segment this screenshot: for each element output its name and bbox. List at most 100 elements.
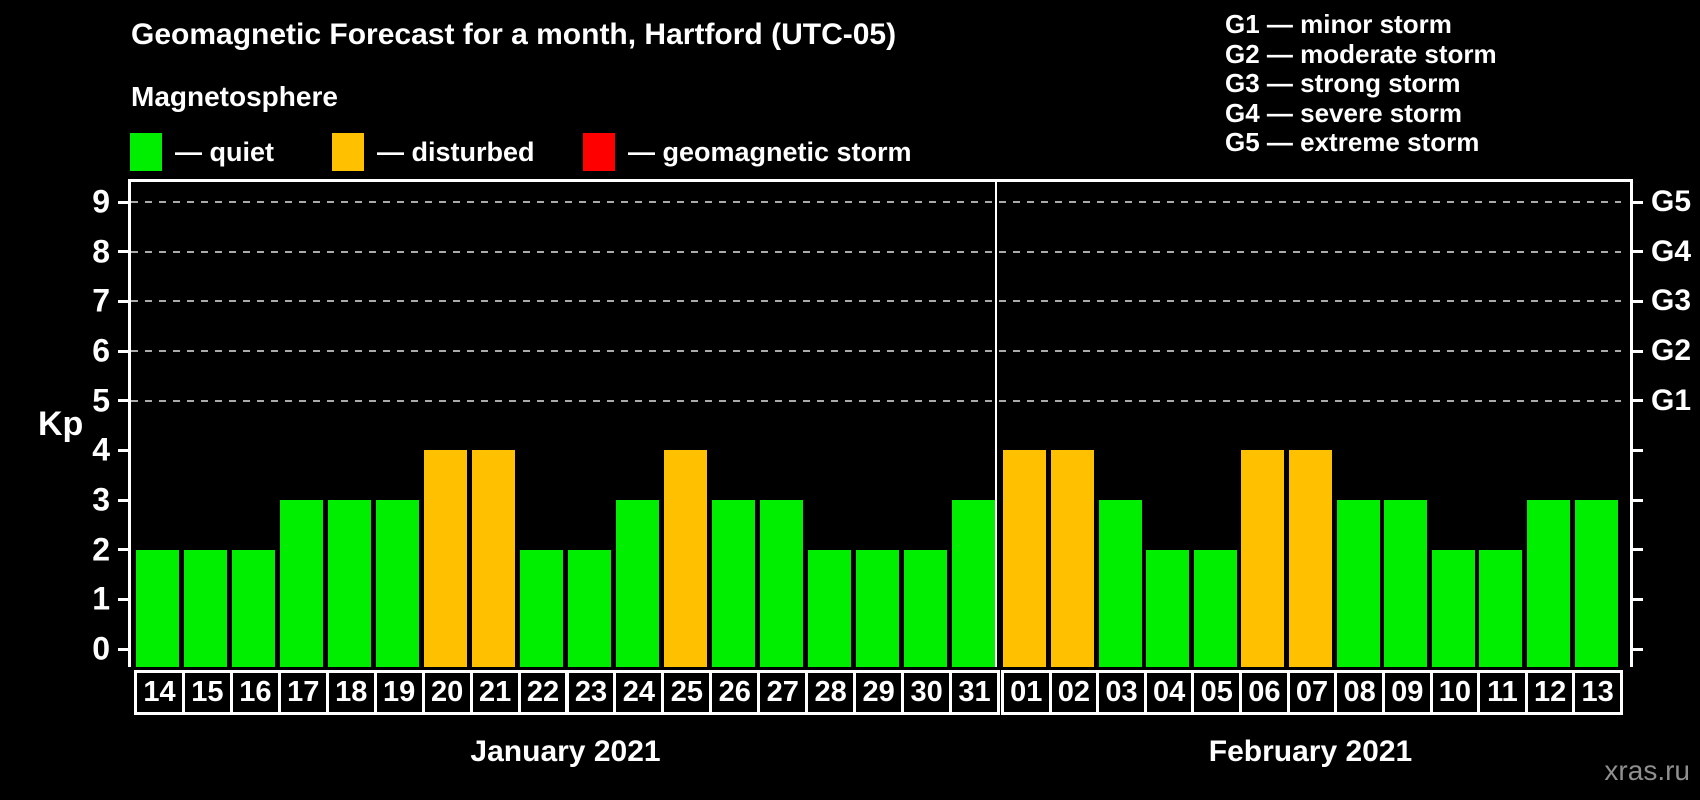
kp-tick-label: 3 <box>92 481 110 518</box>
kp-tick-label: 5 <box>92 382 110 419</box>
kp-bar <box>1289 450 1332 667</box>
month-label: January 2021 <box>470 735 661 768</box>
right-axis-tick <box>1630 597 1643 601</box>
kp-bar <box>903 549 947 667</box>
date-label-box: 11 <box>1477 670 1528 715</box>
date-label-box: 10 <box>1429 670 1481 715</box>
left-axis-tick <box>118 200 131 204</box>
g-scale-label: G3 <box>1651 284 1692 318</box>
date-label-box: 20 <box>421 670 473 715</box>
kp-gridline <box>131 350 1621 352</box>
right-axis-tick <box>1630 349 1643 353</box>
date-label-box: 14 <box>134 670 185 715</box>
kp-bar <box>807 549 851 667</box>
date-label-box: 30 <box>901 670 953 715</box>
kp-bar <box>1479 549 1523 667</box>
date-label-box: 01 <box>1001 670 1052 715</box>
month-separator <box>995 182 997 667</box>
month-label: February 2021 <box>1208 735 1413 768</box>
legend-label-quiet: — quiet <box>175 136 274 167</box>
kp-bar <box>424 450 468 667</box>
date-label-box: 29 <box>853 670 905 715</box>
kp-bar <box>1193 549 1237 667</box>
date-label-box: 09 <box>1381 670 1433 715</box>
left-axis-tick <box>118 349 131 353</box>
left-axis-tick <box>118 548 131 552</box>
kp-bar <box>1098 500 1142 667</box>
kp-bar <box>567 549 611 667</box>
date-label-box: 26 <box>709 670 761 715</box>
kp-bar <box>711 500 755 667</box>
g-scale-label: G5 <box>1651 185 1692 218</box>
left-axis-tick <box>118 498 131 502</box>
date-label-box: 23 <box>565 670 617 715</box>
kp-axis-label: Kp <box>38 405 84 443</box>
left-axis-tick <box>118 597 131 601</box>
kp-tick-label: 1 <box>92 580 110 617</box>
kp-gridline <box>131 201 1621 203</box>
kp-bar <box>376 500 420 667</box>
kp-tick-label: 8 <box>92 233 110 270</box>
legend-item-disturbed: — disturbed <box>332 132 535 172</box>
kp-tick-label: 4 <box>92 431 110 468</box>
chart-title: Geomagnetic Forecast for a month, Hartfo… <box>131 18 897 51</box>
storm-scale-legend: G1 — minor storm G2 — moderate storm G3 — … <box>1225 9 1497 158</box>
legend-item-storm: — geomagnetic storm <box>583 132 912 172</box>
right-axis-tick <box>1630 299 1643 303</box>
legend-label-storm: — geomagnetic storm <box>628 136 912 167</box>
kp-gridline <box>131 399 1621 402</box>
kp-bar <box>184 549 228 667</box>
kp-bar <box>1431 549 1475 667</box>
magnetosphere-label: Magnetosphere <box>131 81 338 112</box>
kp-bar <box>136 549 180 667</box>
date-label-box: 27 <box>757 670 809 715</box>
disturbed-color-swatch <box>332 133 364 171</box>
right-axis-tick <box>1630 498 1643 502</box>
kp-bar <box>1336 500 1380 667</box>
date-label-box: 03 <box>1096 670 1147 715</box>
storm-scale-line: G1 — minor storm <box>1225 9 1452 39</box>
date-label-box: 08 <box>1334 670 1385 715</box>
kp-bar <box>520 549 564 667</box>
storm-scale-line: G3 — strong storm <box>1225 68 1461 98</box>
left-axis-tick <box>118 399 131 403</box>
date-label-box: 12 <box>1524 670 1576 715</box>
kp-bar <box>328 500 372 667</box>
kp-bar <box>615 500 659 667</box>
date-label-box: 04 <box>1143 670 1195 715</box>
date-label-box: 25 <box>661 670 713 715</box>
storm-color-swatch <box>583 133 615 171</box>
right-axis-tick <box>1630 250 1643 254</box>
kp-bar <box>663 450 707 667</box>
g-scale-label: G1 <box>1651 383 1692 417</box>
kp-bar <box>951 500 995 667</box>
watermark: xras.ru <box>1604 755 1690 786</box>
kp-bar <box>1146 549 1190 667</box>
date-label-box: 18 <box>325 670 377 715</box>
date-label-box: 06 <box>1239 670 1290 715</box>
kp-bar <box>1241 450 1285 667</box>
date-label-box: 24 <box>613 670 665 715</box>
storm-scale-line: G5 — extreme storm <box>1225 127 1480 157</box>
kp-bar <box>1384 500 1428 667</box>
date-label-box: 28 <box>805 670 857 715</box>
date-label-box: 22 <box>517 670 569 715</box>
legend-label-disturbed: — disturbed <box>377 136 535 167</box>
kp-bar <box>280 500 324 667</box>
date-label-box: 15 <box>181 670 233 715</box>
kp-tick-label: 9 <box>92 183 110 220</box>
kp-tick-label: 0 <box>92 630 110 667</box>
date-label-box: 31 <box>949 670 1000 715</box>
date-label-box: 07 <box>1286 670 1338 715</box>
g-scale-label: G4 <box>1651 234 1692 268</box>
kp-bar <box>472 450 516 667</box>
storm-scale-line: G4 — severe storm <box>1225 97 1463 128</box>
kp-gridline <box>131 250 1621 253</box>
kp-tick-label: 6 <box>92 332 110 369</box>
left-axis-tick <box>118 448 131 452</box>
legend-item-quiet: — quiet <box>130 132 274 172</box>
date-label-box: 19 <box>373 670 425 715</box>
kp-gridline <box>131 300 1621 303</box>
g-scale-label: G2 <box>1651 334 1692 367</box>
